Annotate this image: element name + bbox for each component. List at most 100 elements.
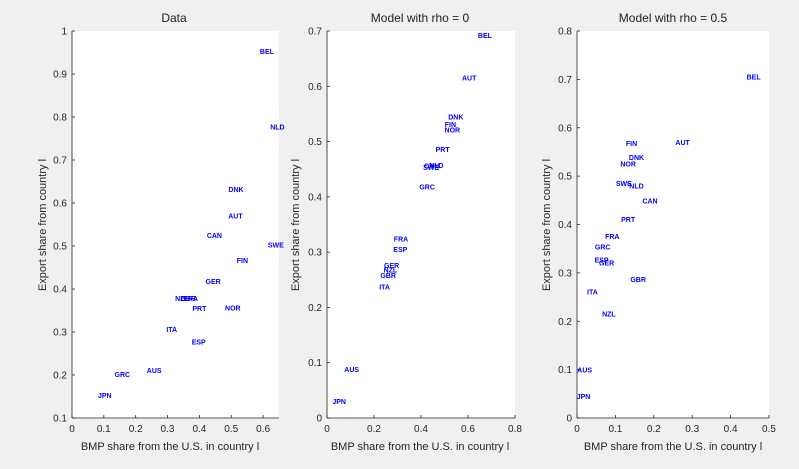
x-tick-label: 0.1 (608, 424, 622, 435)
y-axis-ticks: 0.1 0.2 0.3 0.4 0.5 0.6 0.7 0.8 0.9 1 (53, 27, 75, 425)
point-prt: PRT (436, 147, 451, 154)
y-tick-label: 0.3 (308, 248, 322, 259)
y-tick-label: 0.6 (558, 123, 572, 134)
point-fin: FIN (445, 122, 456, 129)
point-can: CAN (424, 163, 439, 170)
point-ger: GER (206, 279, 221, 286)
point-aus: AUS (344, 367, 359, 374)
panel-model-rho-0-5: Model with rho = 0.5 BELAUTFINDNKNORSWEN… (541, 11, 776, 453)
point-esp: ESP (393, 247, 407, 254)
point-aut: AUT (462, 76, 477, 83)
x-tick-label: 0.3 (685, 424, 699, 435)
point-prt: PRT (192, 306, 207, 313)
y-tick-label: 0.8 (53, 113, 67, 124)
x-tick-label: 0.5 (762, 424, 776, 435)
point-ita: ITA (587, 290, 598, 297)
y-tick-label: 1 (61, 27, 67, 38)
point-swe: SWE (268, 243, 284, 250)
y-axis-label: Export share from country l (541, 159, 553, 291)
x-tick-label: 0.2 (367, 424, 381, 435)
y-tick-label: 0.6 (53, 199, 67, 210)
x-tick-label: 0.8 (508, 424, 522, 435)
point-aus: AUS (577, 368, 592, 375)
point-fra: FRA (394, 236, 408, 243)
point-can: CAN (207, 233, 222, 240)
panel-title: Model with rho = 0.5 (619, 11, 728, 25)
y-tick-label: 0.2 (53, 371, 67, 382)
point-grc: GRC (419, 184, 435, 191)
y-tick-label: 0.5 (53, 242, 67, 253)
point-jpn: JPN (98, 393, 112, 400)
x-axis-ticks: 0 0.1 0.2 0.3 0.4 0.5 0.6 (69, 415, 270, 435)
x-axis-label: BMP share from the U.S. in country l (584, 441, 762, 453)
x-axis-label: BMP share from the U.S. in country l (331, 441, 509, 453)
point-bel: BEL (260, 49, 275, 56)
y-tick-label: 0.4 (53, 285, 67, 296)
x-tick-label: 0.6 (461, 424, 475, 435)
point-nld: NLD (270, 124, 284, 131)
y-tick-label: 0.4 (308, 192, 322, 203)
point-nld: NLD (429, 163, 443, 170)
x-tick-label: 0 (324, 424, 330, 435)
y-tick-label: 0 (316, 414, 322, 425)
point-grc: GRC (595, 244, 611, 251)
point-nzl: NZL (175, 296, 189, 303)
point-prt: PRT (621, 217, 636, 224)
y-tick-label: 0 (566, 414, 572, 425)
x-axis-ticks: 0 0.1 0.2 0.3 0.4 0.5 (574, 415, 776, 435)
x-tick-label: 0.6 (256, 424, 270, 435)
panel-title: Model with rho = 0 (371, 11, 470, 25)
plot-area (577, 31, 769, 418)
x-axis-label: BMP share from the U.S. in country l (81, 441, 259, 453)
y-tick-label: 0.6 (308, 82, 322, 93)
point-nzl: NZL (384, 267, 398, 274)
point-fin: FIN (626, 141, 637, 148)
point-nor: NOR (225, 305, 241, 312)
point-nzl: NZL (602, 312, 616, 319)
point-aut: AUT (675, 140, 690, 147)
x-tick-label: 0.1 (97, 424, 111, 435)
y-tick-label: 0.7 (558, 75, 572, 86)
point-dnk: DNK (228, 187, 243, 194)
point-esp: ESP (595, 257, 609, 264)
point-ger: GER (384, 263, 399, 270)
y-tick-label: 0.3 (53, 328, 67, 339)
point-ita: ITA (379, 285, 390, 292)
point-fra: FRA (605, 234, 619, 241)
plot-area (72, 31, 279, 418)
point-gbr: GBR (630, 277, 646, 284)
point-dnk: DNK (448, 115, 463, 122)
y-tick-label: 0.2 (308, 303, 322, 314)
point-bel: BEL (747, 75, 762, 82)
point-nor: NOR (620, 162, 636, 169)
y-tick-label: 0.7 (308, 27, 322, 38)
y-tick-label: 0.1 (558, 365, 572, 376)
point-dnk: DNK (629, 155, 644, 162)
point-aus: AUS (147, 368, 162, 375)
y-tick-label: 0.2 (558, 317, 572, 328)
point-jpn: JPN (332, 399, 346, 406)
x-tick-label: 0.5 (224, 424, 238, 435)
y-tick-label: 0.4 (558, 220, 572, 231)
y-axis-ticks: 0 0.1 0.2 0.3 0.4 0.5 0.6 0.7 0.8 (558, 27, 580, 425)
point-gbr: GBR (380, 273, 396, 280)
panel-title: Data (161, 11, 187, 25)
point-esp: ESP (192, 339, 206, 346)
plot-area (327, 31, 515, 418)
y-tick-label: 0.9 (53, 70, 67, 81)
x-tick-label: 0.2 (647, 424, 661, 435)
y-tick-label: 0.1 (308, 358, 322, 369)
y-axis-label: Export share from country l (37, 159, 49, 291)
y-axis-label: Export share from country l (290, 159, 302, 291)
y-tick-label: 0.3 (558, 268, 572, 279)
point-fra: FRA (184, 296, 198, 303)
x-tick-label: 0.3 (161, 424, 175, 435)
y-tick-label: 0.5 (558, 172, 572, 183)
x-tick-label: 0.4 (192, 424, 206, 435)
